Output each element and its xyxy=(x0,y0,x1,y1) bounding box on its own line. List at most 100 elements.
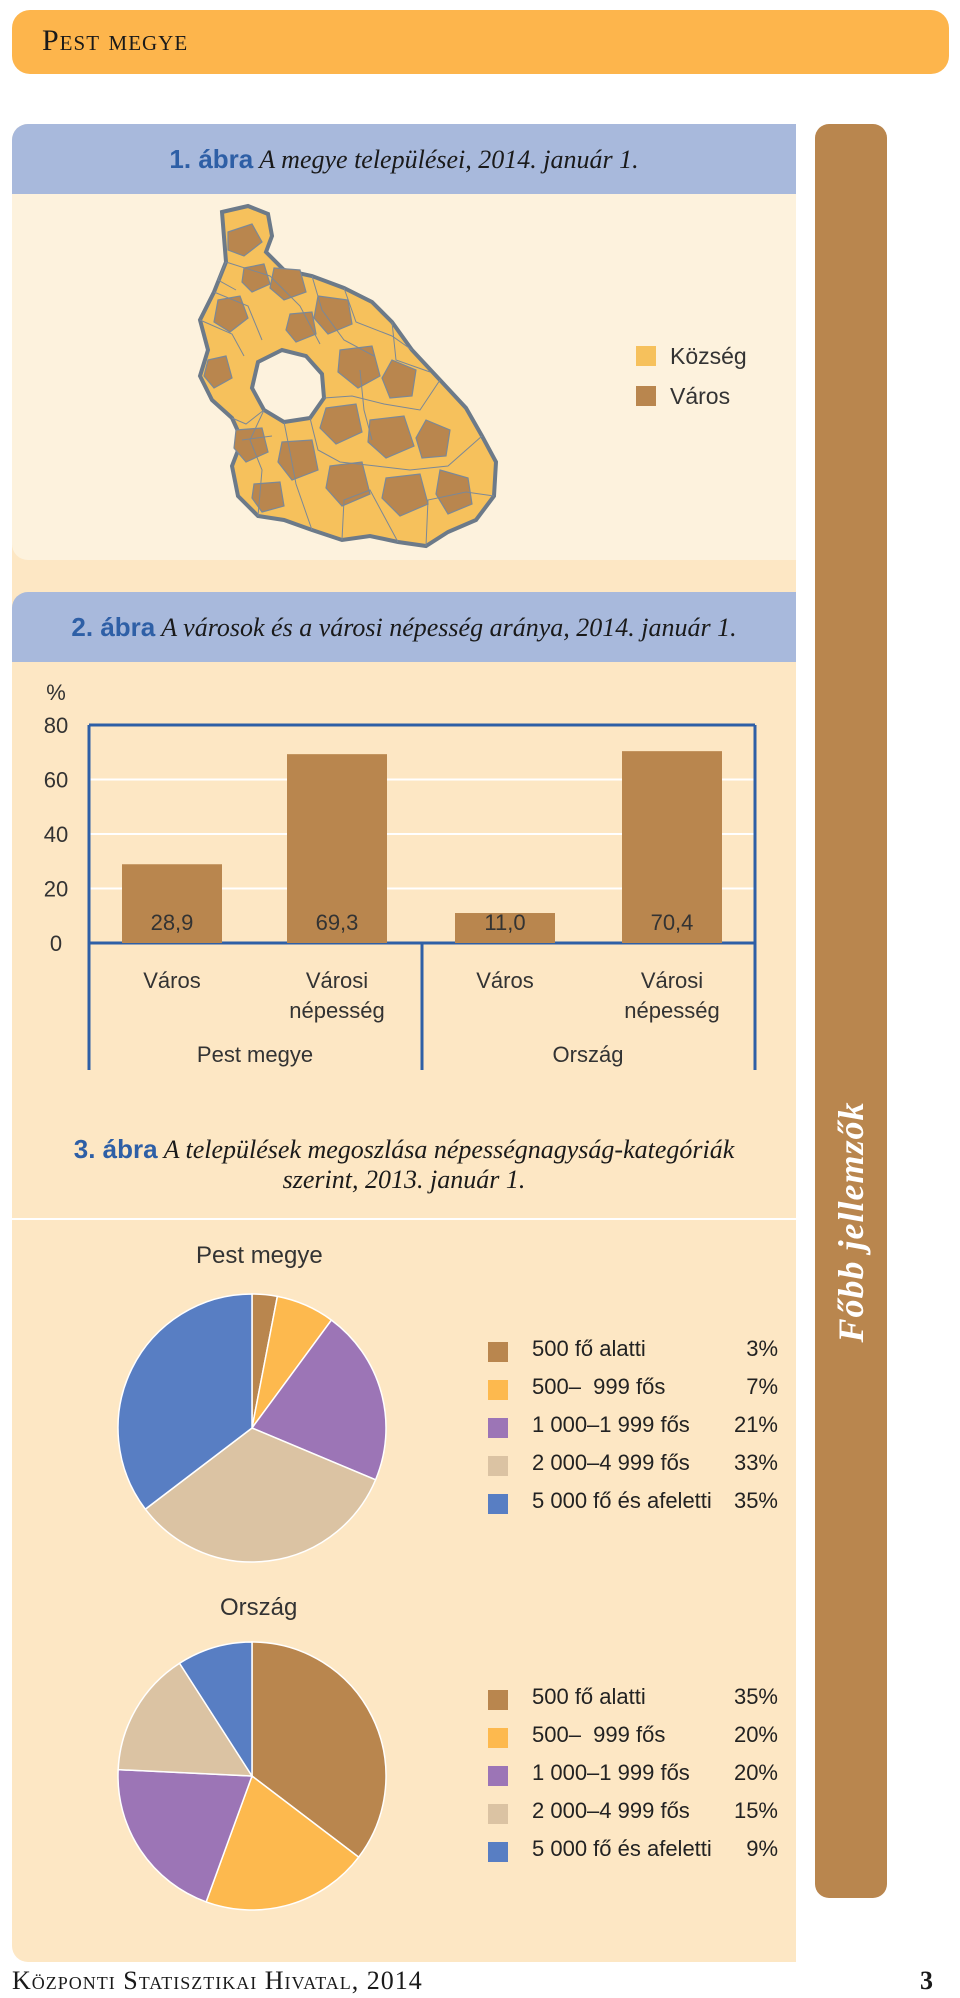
pie-legend-value: 3% xyxy=(746,1336,778,1361)
pie-slice xyxy=(117,1768,254,1903)
pie-legend-label: 1 000–1 999 fős xyxy=(532,1760,690,1785)
pie-legend-label: 5 000 fő és afeletti xyxy=(532,1488,712,1513)
pie-legend-value: 9% xyxy=(746,1836,778,1861)
pie-slice xyxy=(178,1641,253,1779)
figure3-title: 3. ábra A települések megoszlása népessé… xyxy=(12,1134,796,1195)
pie-legend-item: 1 000–1 999 fős 20% xyxy=(488,1758,778,1796)
figure2-title-bar: 2. ábra A városok és a városi népesség a… xyxy=(12,592,796,662)
pie-legend-value: 35% xyxy=(733,1684,778,1709)
bar-chart-bars xyxy=(122,751,722,943)
legend-swatch-varos xyxy=(636,386,656,406)
pie-legend-value: 21% xyxy=(733,1412,778,1437)
y-tick-label: 40 xyxy=(44,822,68,847)
pie-legend-label: 5 000 fő és afeletti xyxy=(532,1836,712,1861)
pie-legend-value: 15% xyxy=(733,1798,778,1823)
pie-legend-swatch xyxy=(488,1342,508,1362)
pie-slice xyxy=(117,1293,253,1511)
legend-label-varos: Város xyxy=(670,383,730,409)
y-tick-label: 60 xyxy=(44,768,68,793)
pie-legend-label: 500 fő alatti xyxy=(532,1684,646,1709)
pie-legend-label: 2 000–4 999 fős xyxy=(532,1450,690,1475)
figure1-title: 1. ábra A megye települései, 2014. januá… xyxy=(12,144,796,175)
pie1-title: Pest megye xyxy=(196,1242,323,1269)
figure3-divider xyxy=(12,1218,796,1220)
city-regions xyxy=(203,223,473,517)
bar xyxy=(122,864,222,943)
pie1-legend: 500 fő alatti 3% 500– 999 fős 7% 1 000–1 999… xyxy=(488,1334,778,1524)
pie-legend-value: 33% xyxy=(733,1450,778,1475)
pie-legend-swatch xyxy=(488,1690,508,1710)
x-tick-label: Város xyxy=(143,968,200,993)
pie2-title: Ország xyxy=(220,1594,298,1621)
y-tick-label: 20 xyxy=(44,877,68,902)
pie-legend-item: 500 fő alatti 35% xyxy=(488,1682,778,1720)
pie-slice xyxy=(250,1319,387,1481)
pie-legend-swatch xyxy=(488,1380,508,1400)
figure3-title-line1: 3. ábra A települések megoszlása népessé… xyxy=(12,1134,796,1165)
footer-text: Központi Statisztikai Hivatal, 2014 xyxy=(12,1966,423,1995)
figure1-title-text: A megye települései, 2014. január 1. xyxy=(259,145,639,174)
y-axis-unit: % xyxy=(46,680,66,705)
bar-value-label: 28,9 xyxy=(151,910,194,935)
pie-legend-label: 500– 999 fős xyxy=(532,1374,666,1399)
legend-swatch-kozseg xyxy=(636,346,656,366)
x-tick-label: Városi xyxy=(641,968,703,993)
pie-slice xyxy=(251,1641,387,1859)
pie-legend-item: 500– 999 fős 7% xyxy=(488,1372,778,1410)
pie-legend-item: 5 000 fő és afeletti 35% xyxy=(488,1486,778,1524)
side-tab: Főbb jellemzők xyxy=(815,124,887,1898)
pie-legend-value: 35% xyxy=(733,1488,778,1513)
bar-value-label: 11,0 xyxy=(484,910,525,935)
x-tick-label: népesség xyxy=(289,998,384,1023)
pie-legend-swatch xyxy=(488,1456,508,1476)
pie-slice xyxy=(117,1662,254,1777)
y-tick-label: 80 xyxy=(44,713,68,738)
y-tick-label: 0 xyxy=(50,931,62,956)
figure2-title-text: A városok és a városi népesség aránya, 2… xyxy=(161,613,737,642)
x-tick-label: Városi xyxy=(306,968,368,993)
pie-legend-swatch xyxy=(488,1842,508,1862)
figure1-title-bar: 1. ábra A megye települései, 2014. januá… xyxy=(12,124,796,194)
bar-chart-axes xyxy=(87,723,757,1070)
bar-value-label: 70,4 xyxy=(651,910,694,935)
pie-legend-swatch xyxy=(488,1728,508,1748)
pie-legend-item: 5 000 fő és afeletti 9% xyxy=(488,1834,778,1872)
pie-legend-item: 1 000–1 999 fős 21% xyxy=(488,1410,778,1448)
pie-legend-item: 500– 999 fős 20% xyxy=(488,1720,778,1758)
group-label: Ország xyxy=(553,1042,624,1067)
bar xyxy=(287,754,387,943)
pie-legend-value: 20% xyxy=(733,1760,778,1785)
pie-legend-label: 2 000–4 999 fős xyxy=(532,1798,690,1823)
pie-legend-item: 2 000–4 999 fős 15% xyxy=(488,1796,778,1834)
x-tick-label: népesség xyxy=(624,998,719,1023)
pie-legend-swatch xyxy=(488,1418,508,1438)
figure2-title: 2. ábra A városok és a városi népesség a… xyxy=(12,612,796,643)
county-map xyxy=(197,203,499,549)
figure3-title-text1: A települések megoszlása népességnagyság… xyxy=(163,1135,735,1164)
page-footer: Központi Statisztikai Hivatal, 2014 3 xyxy=(12,1964,949,1996)
pie-legend-value: 20% xyxy=(733,1722,778,1747)
pie-legend-item: 500 fő alatti 3% xyxy=(488,1334,778,1372)
legend-label-kozseg: Község xyxy=(670,343,747,369)
pie-legend-label: 500 fő alatti xyxy=(532,1336,646,1361)
pie-legend-label: 1 000–1 999 fős xyxy=(532,1412,690,1437)
pie-legend-swatch xyxy=(488,1494,508,1514)
group-label: Pest megye xyxy=(197,1042,313,1067)
pie-legend-label: 500– 999 fős xyxy=(532,1722,666,1747)
bar xyxy=(455,913,555,943)
page-header: Pest megye xyxy=(12,10,949,74)
pie-legend-value: 7% xyxy=(746,1374,778,1399)
municipality-boundaries xyxy=(199,261,495,547)
figure1-number: 1. ábra xyxy=(169,144,254,174)
figure1-legend: Község Város xyxy=(636,343,747,409)
pie-legend-swatch xyxy=(488,1804,508,1824)
pie-chart-pest xyxy=(117,1293,387,1563)
x-tick-label: Város xyxy=(476,968,533,993)
pie-slice xyxy=(205,1774,360,1911)
pie-legend-swatch xyxy=(488,1766,508,1786)
bar xyxy=(622,751,722,943)
figure3-title-line2: szerint, 2013. január 1. xyxy=(282,1165,526,1194)
pie-legend-item: 2 000–4 999 fős 33% xyxy=(488,1448,778,1486)
